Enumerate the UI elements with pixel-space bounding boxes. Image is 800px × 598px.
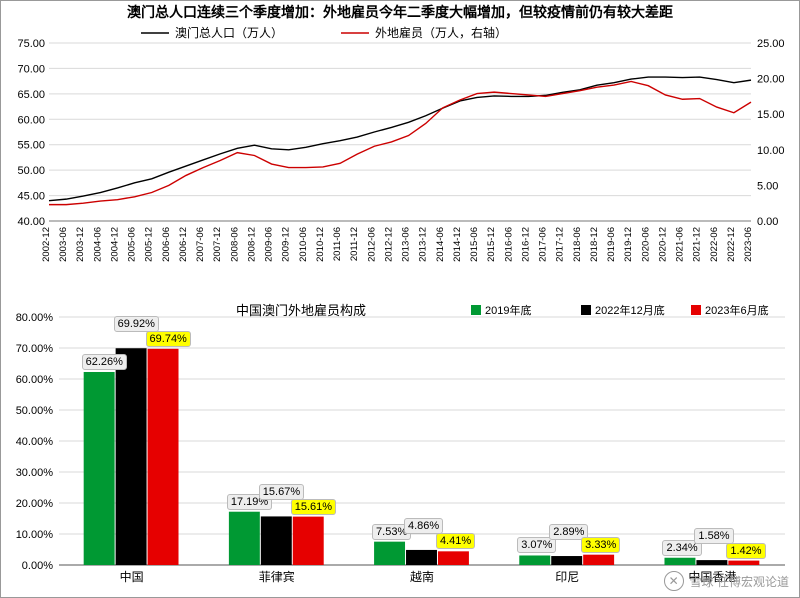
svg-text:10.00%: 10.00% (16, 529, 54, 541)
svg-text:10.00: 10.00 (757, 145, 785, 157)
svg-text:70.00: 70.00 (17, 63, 45, 75)
svg-text:40.00: 40.00 (17, 216, 45, 228)
svg-text:80.00%: 80.00% (16, 312, 54, 324)
svg-text:15.00: 15.00 (757, 109, 785, 121)
svg-text:2019-06: 2019-06 (606, 227, 617, 262)
svg-text:2019年底: 2019年底 (485, 303, 531, 317)
svg-text:2004-06: 2004-06 (92, 227, 103, 262)
svg-text:2014-06: 2014-06 (435, 227, 446, 262)
svg-text:2023-06: 2023-06 (743, 227, 754, 262)
svg-text:5.00: 5.00 (757, 180, 778, 192)
svg-text:2003-12: 2003-12 (75, 227, 86, 262)
svg-text:2019-12: 2019-12 (623, 227, 634, 262)
bar-value-label: 69.74% (146, 331, 191, 347)
svg-text:2021-06: 2021-06 (675, 227, 686, 262)
svg-text:50.00: 50.00 (17, 165, 45, 177)
bar-value-label: 15.61% (291, 499, 336, 515)
svg-text:2015-12: 2015-12 (486, 227, 497, 262)
svg-text:2016-12: 2016-12 (520, 227, 531, 262)
bar-value-label: 62.26% (82, 354, 127, 370)
svg-text:60.00%: 60.00% (16, 374, 54, 386)
svg-text:2023年6月底: 2023年6月底 (705, 303, 769, 317)
svg-text:65.00: 65.00 (17, 89, 45, 101)
svg-text:2009-12: 2009-12 (281, 227, 292, 262)
svg-text:45.00: 45.00 (17, 191, 45, 203)
svg-text:2010-06: 2010-06 (298, 227, 309, 262)
line-chart-svg: 澳门总人口连续三个季度增加：外地雇员今年二季度大幅增加，但较疫情前仍有较大差距澳… (1, 1, 799, 291)
svg-text:2018-12: 2018-12 (589, 227, 600, 262)
svg-text:2004-12: 2004-12 (109, 227, 120, 262)
bar-value-label: 1.42% (726, 543, 765, 559)
svg-text:2008-12: 2008-12 (246, 227, 257, 262)
svg-text:20.00%: 20.00% (16, 498, 54, 510)
svg-text:2013-06: 2013-06 (401, 227, 412, 262)
svg-text:2005-06: 2005-06 (127, 227, 138, 262)
svg-text:2009-06: 2009-06 (264, 227, 275, 262)
svg-text:25.00: 25.00 (757, 38, 785, 50)
svg-text:0.00: 0.00 (757, 216, 778, 228)
bar-value-label: 4.41% (436, 533, 475, 549)
snowball-icon: ✕ (664, 571, 684, 591)
svg-text:2003-06: 2003-06 (58, 227, 69, 262)
bar-value-label: 3.33% (581, 537, 620, 553)
svg-text:2005-12: 2005-12 (144, 227, 155, 262)
svg-text:2015-06: 2015-06 (469, 227, 480, 262)
svg-text:55.00: 55.00 (17, 140, 45, 152)
svg-text:2022-12: 2022-12 (726, 227, 737, 262)
svg-text:2007-06: 2007-06 (195, 227, 206, 262)
svg-text:30.00%: 30.00% (16, 467, 54, 479)
svg-text:2017-12: 2017-12 (555, 227, 566, 262)
svg-text:20.00: 20.00 (757, 74, 785, 86)
line-chart-panel: 澳门总人口连续三个季度增加：外地雇员今年二季度大幅增加，但较疫情前仍有较大差距澳… (1, 1, 799, 291)
svg-text:2002-12: 2002-12 (41, 227, 52, 262)
svg-text:2012-06: 2012-06 (366, 227, 377, 262)
svg-text:2016-06: 2016-06 (503, 227, 514, 262)
svg-text:50.00%: 50.00% (16, 405, 54, 417)
svg-text:菲律宾: 菲律宾 (259, 569, 295, 584)
svg-text:0.00%: 0.00% (22, 560, 53, 572)
bar-value-label: 1.58% (694, 528, 733, 544)
svg-text:75.00: 75.00 (17, 38, 45, 50)
svg-text:中国: 中国 (120, 569, 144, 584)
svg-text:70.00%: 70.00% (16, 343, 54, 355)
svg-text:2006-06: 2006-06 (161, 227, 172, 262)
watermark-text: 雪球 任博宏观论道 (690, 573, 789, 590)
svg-text:越南: 越南 (410, 569, 434, 584)
svg-text:2022-06: 2022-06 (709, 227, 720, 262)
svg-text:印尼: 印尼 (555, 570, 579, 584)
svg-text:外地雇员（万人，右轴）: 外地雇员（万人，右轴） (375, 25, 507, 40)
svg-text:2006-12: 2006-12 (178, 227, 189, 262)
svg-text:2021-12: 2021-12 (692, 227, 703, 262)
svg-text:2020-12: 2020-12 (657, 227, 668, 262)
bar-value-label: 4.86% (404, 518, 443, 534)
svg-text:2014-12: 2014-12 (452, 227, 463, 262)
bar-value-label: 69.92% (114, 316, 159, 332)
svg-text:澳门总人口连续三个季度增加：外地雇员今年二季度大幅增加，但较: 澳门总人口连续三个季度增加：外地雇员今年二季度大幅增加，但较疫情前仍有较大差距 (127, 4, 673, 20)
bar-chart-panel: 中国澳门外地雇员构成 2019年底 2022年12月底 2023年6月底 0.00% 10… (1, 297, 799, 595)
svg-text:澳门总人口（万人）: 澳门总人口（万人） (175, 25, 283, 40)
svg-text:2011-12: 2011-12 (349, 227, 360, 261)
svg-text:中国澳门外地雇员构成: 中国澳门外地雇员构成 (236, 303, 366, 318)
svg-text:2020-06: 2020-06 (640, 227, 651, 262)
svg-text:2012-12: 2012-12 (383, 227, 394, 262)
svg-text:2008-06: 2008-06 (229, 227, 240, 262)
svg-text:2007-12: 2007-12 (212, 227, 223, 262)
svg-text:2013-12: 2013-12 (418, 227, 429, 262)
svg-text:2017-06: 2017-06 (538, 227, 549, 262)
svg-text:2022年12月底: 2022年12月底 (595, 303, 665, 317)
svg-text:2011-06: 2011-06 (332, 227, 343, 261)
svg-text:2018-06: 2018-06 (572, 227, 583, 262)
svg-text:2010-12: 2010-12 (315, 227, 326, 262)
svg-text:60.00: 60.00 (17, 114, 45, 126)
svg-text:40.00%: 40.00% (16, 436, 54, 448)
watermark: ✕ 雪球 任博宏观论道 (664, 571, 789, 591)
